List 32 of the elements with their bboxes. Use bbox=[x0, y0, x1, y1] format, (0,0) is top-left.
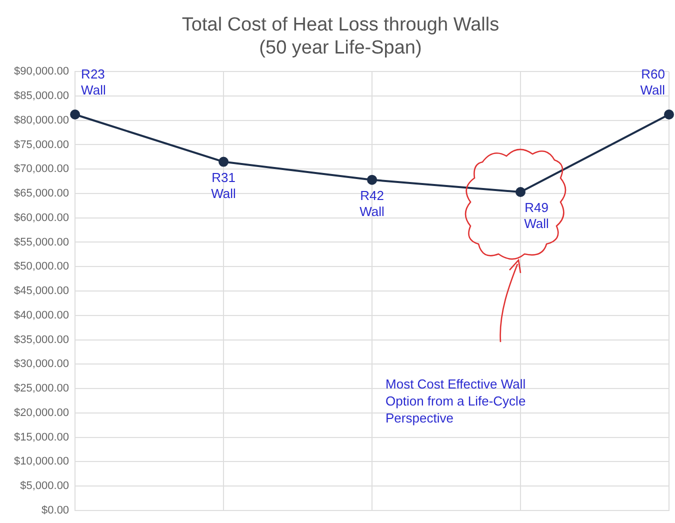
text: (50 year Life-Span) bbox=[259, 37, 422, 58]
annotation: R42 Wall bbox=[360, 188, 385, 219]
y-tick-label: $0.00 bbox=[42, 504, 70, 516]
y-tick-label: $25,000.00 bbox=[14, 382, 70, 395]
y-tick-label: $55,000.00 bbox=[14, 236, 70, 248]
annotation: R31 Wall bbox=[211, 170, 236, 201]
y-tick-label: $70,000.00 bbox=[14, 163, 70, 176]
point bbox=[70, 110, 80, 120]
y-tick-label: $30,000.00 bbox=[14, 358, 70, 370]
y-tick-label: $45,000.00 bbox=[14, 285, 70, 298]
y-tick-label: $35,000.00 bbox=[14, 334, 70, 346]
y-tick-label: $75,000.00 bbox=[14, 138, 70, 151]
point bbox=[367, 174, 378, 185]
y-tick-label: $5,000.00 bbox=[20, 480, 70, 492]
annotation: R49 Wall bbox=[524, 200, 550, 232]
y-tick-label: $90,000.00 bbox=[14, 66, 70, 78]
y-tick-label: $20,000.00 bbox=[14, 406, 70, 419]
point bbox=[218, 156, 229, 167]
y-tick-label: $80,000.00 bbox=[14, 114, 70, 126]
y-tick-label: $65,000.00 bbox=[14, 188, 70, 200]
point bbox=[516, 187, 526, 198]
y-tick-label: $15,000.00 bbox=[14, 431, 70, 444]
y-tick-label: $50,000.00 bbox=[14, 260, 70, 273]
text: Total Cost of Heat Loss through Walls bbox=[182, 14, 500, 36]
y-tick-label: $10,000.00 bbox=[14, 456, 70, 468]
annotation: Most Cost Effective Wall Option from a Life-Cycle Perspective bbox=[386, 376, 526, 426]
y-tick-label: $40,000.00 bbox=[14, 309, 70, 322]
y-tick-label: $60,000.00 bbox=[14, 212, 70, 224]
annotation: R60 Wall bbox=[640, 66, 666, 98]
point bbox=[664, 110, 674, 120]
annotation: R23 Wall bbox=[81, 66, 106, 98]
y-tick-label: $85,000.00 bbox=[14, 90, 70, 102]
